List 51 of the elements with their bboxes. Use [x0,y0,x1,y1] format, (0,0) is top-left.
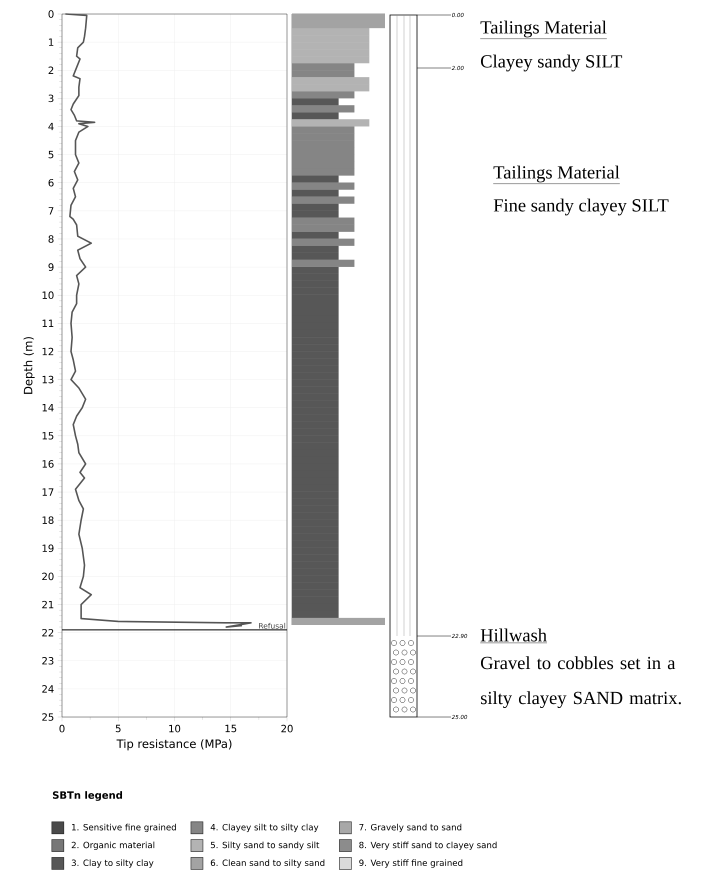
x-tick-label: 5 [116,724,121,732]
y-tick-label: 3 [48,94,54,102]
y-tick-label: 22 [42,628,54,636]
bar [292,618,385,626]
y-tick-label: 21 [42,600,54,608]
legend-label: 4. Clayey silt to silty clay [210,824,318,832]
text: Gravel to cobbles set in a silty clayey SAND matrix. [480,656,681,708]
y-tick-label: 7 [48,207,54,214]
y-tick-label: 24 [42,685,54,693]
legend-title: SBTn legend [52,791,122,801]
y-tick-label: 19 [42,544,54,552]
text: Tailings Material [480,20,606,38]
y-tick-label: 1 [48,38,54,46]
y-tick-label: 9 [48,263,54,271]
text: Fine sandy clayey SILT [494,198,668,216]
legend-label: 3. Clay to silty clay [72,859,154,868]
x-tick-label: 0 [59,724,65,732]
legend-label: 8. Very stiff sand to clayey sand [359,842,497,850]
legend-label: 6. Clean sand to silty sand [210,859,324,868]
x-tick-label: 15 [225,724,236,732]
y-tick-label: 4 [48,122,54,130]
legend-label: 2. Organic material [72,842,154,850]
y-tick-label: 14 [42,404,54,412]
text: Clayey sandy SILT [480,54,622,72]
y-tick-label: 12 [42,348,54,356]
legend-label: 5. Silty sand to sandy silt [210,842,320,850]
y-tick-label: 13 [42,376,54,384]
y-tick-label: 8 [48,235,54,243]
y-tick-label: 17 [42,488,54,496]
y-tick-label: 25 [42,713,54,721]
y-tick-label: 6 [48,178,54,187]
y-tick-label: 2 [48,66,54,74]
y-axis-title: Depth (m) [24,337,35,394]
y-tick-label: 5 [48,150,54,158]
text: Tailings Material [494,166,620,182]
legend-label: 9. Very stiff fine grained [359,859,462,868]
x-tick-label: 20 [281,724,293,732]
y-tick-label: 23 [42,656,54,665]
y-tick-label: 20 [42,572,54,580]
legend-label: 1. Sensitive fine grained [72,824,176,832]
y-tick-label: 16 [42,460,54,468]
text: Hillwash [480,628,547,642]
y-tick-label: 10 [42,291,54,299]
y-tick-label: 15 [42,432,54,440]
y-tick-label: 18 [42,516,54,524]
line-series [64,13,252,628]
y-tick-label: 11 [42,320,54,327]
y-tick-label: 0 [48,10,54,18]
legend-label: 7. Gravely sand to sand [359,824,462,832]
x-axis-title: Tip resistance (MPa) [116,739,232,750]
x-tick-label: 10 [169,724,180,732]
